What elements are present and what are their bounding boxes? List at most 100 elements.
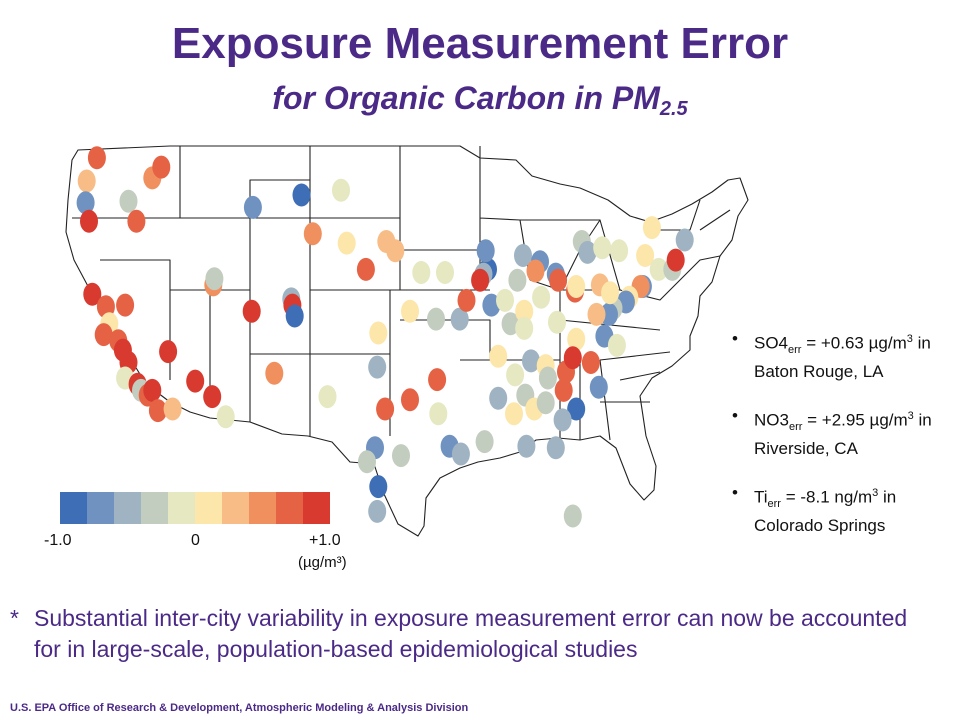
legend-unit-label: (µg/m³) xyxy=(298,554,347,571)
site-marker xyxy=(392,444,410,468)
site-marker xyxy=(412,261,431,284)
site-marker xyxy=(476,239,495,263)
legend-mid-label: 0 xyxy=(191,532,200,549)
note-subscript: err xyxy=(788,344,802,357)
footnote-text: Substantial inter-city variability in ex… xyxy=(34,605,908,662)
subtitle-text: for Organic Carbon in PM xyxy=(272,80,660,116)
site-marker xyxy=(119,189,138,213)
site-marker xyxy=(567,397,586,421)
site-marker xyxy=(610,239,629,263)
site-marker xyxy=(127,209,146,233)
site-marker xyxy=(318,385,337,409)
site-marker xyxy=(427,307,445,331)
site-marker xyxy=(607,333,626,357)
note-location: in Colorado Springs xyxy=(754,487,897,536)
legend-swatch xyxy=(249,492,276,524)
site-marker xyxy=(159,340,178,364)
note-species: SO4 xyxy=(754,333,789,353)
site-marker xyxy=(457,288,476,312)
site-marker xyxy=(429,402,448,426)
site-marker xyxy=(401,388,419,412)
site-marker xyxy=(368,355,387,379)
legend-swatch xyxy=(87,492,114,524)
site-marker xyxy=(515,316,534,340)
site-marker xyxy=(554,378,573,402)
site-marker xyxy=(514,244,532,267)
legend-swatch xyxy=(195,492,222,524)
site-marker xyxy=(242,299,261,323)
note-item: NO3err = +2.95 µg/m3 in Riverside, CA xyxy=(732,405,954,460)
site-marker xyxy=(601,281,620,305)
site-marker xyxy=(675,228,694,252)
legend-swatch xyxy=(222,492,249,524)
site-marker xyxy=(548,310,566,334)
site-marker xyxy=(332,178,350,202)
site-marker xyxy=(148,399,167,423)
site-marker xyxy=(496,288,514,312)
site-marker xyxy=(600,302,618,326)
site-marker xyxy=(578,240,597,264)
site-marker xyxy=(505,402,523,426)
legend-swatch xyxy=(60,492,87,524)
site-marker xyxy=(386,239,405,263)
note-superscript: 3 xyxy=(872,487,879,500)
site-marker xyxy=(589,375,608,399)
subtitle-subscript: 2.5 xyxy=(659,98,688,120)
site-marker xyxy=(532,285,551,309)
us-map xyxy=(65,145,749,537)
site-marker xyxy=(536,391,555,415)
site-marker xyxy=(506,363,525,387)
slide-title: Exposure Measurement Error xyxy=(171,19,789,68)
footnote: * Substantial inter-city variability in … xyxy=(10,603,930,665)
site-marker xyxy=(77,169,96,193)
note-item: Tierr = -8.1 ng/m3 in Colorado Springs xyxy=(732,482,954,537)
site-marker xyxy=(501,312,520,336)
site-marker xyxy=(553,408,572,432)
note-superscript: 3 xyxy=(906,333,913,345)
site-marker xyxy=(450,307,469,331)
legend-swatch xyxy=(114,492,141,524)
site-marker xyxy=(83,282,102,306)
note-subscript: err xyxy=(767,498,781,511)
note-value: = -8.1 ng/m xyxy=(780,487,873,507)
site-marker xyxy=(489,386,508,410)
site-marker xyxy=(475,430,494,454)
site-marker xyxy=(401,299,419,323)
legend-swatch xyxy=(141,492,168,524)
site-markers xyxy=(76,146,694,528)
site-marker xyxy=(471,268,490,292)
site-marker xyxy=(567,275,586,298)
site-marker xyxy=(428,368,447,392)
site-marker xyxy=(205,267,224,291)
site-marker xyxy=(303,222,322,246)
site-marker xyxy=(216,405,235,429)
note-species: NO3 xyxy=(754,410,789,430)
note-item: SO4err = +0.63 µg/m3 in Baton Rouge, LA xyxy=(732,328,954,383)
site-marker xyxy=(186,369,205,393)
legend-swatch xyxy=(303,492,330,524)
legend-swatch xyxy=(276,492,303,524)
site-marker xyxy=(549,268,568,292)
note-value: = +0.63 µg/m xyxy=(801,333,907,353)
color-scale-legend xyxy=(60,492,330,524)
site-marker xyxy=(508,268,527,292)
site-marker xyxy=(337,231,356,255)
site-marker xyxy=(489,344,508,368)
site-marker xyxy=(526,259,545,283)
footnote-marker: * xyxy=(10,605,19,631)
site-marker xyxy=(482,293,501,317)
site-marker xyxy=(546,436,565,460)
site-marker xyxy=(356,257,375,281)
note-location: in Baton Rouge, LA xyxy=(754,333,931,382)
site-marker xyxy=(163,397,182,421)
site-marker xyxy=(515,299,534,323)
note-location: in Riverside, CA xyxy=(754,410,932,459)
legend-max-label: +1.0 xyxy=(309,532,341,549)
legend-min-label: -1.0 xyxy=(44,532,72,549)
site-marker xyxy=(649,257,668,281)
us-outline xyxy=(65,145,749,537)
site-marker xyxy=(116,293,135,317)
site-marker xyxy=(593,236,612,260)
legend-swatch xyxy=(168,492,195,524)
site-marker xyxy=(358,450,376,474)
